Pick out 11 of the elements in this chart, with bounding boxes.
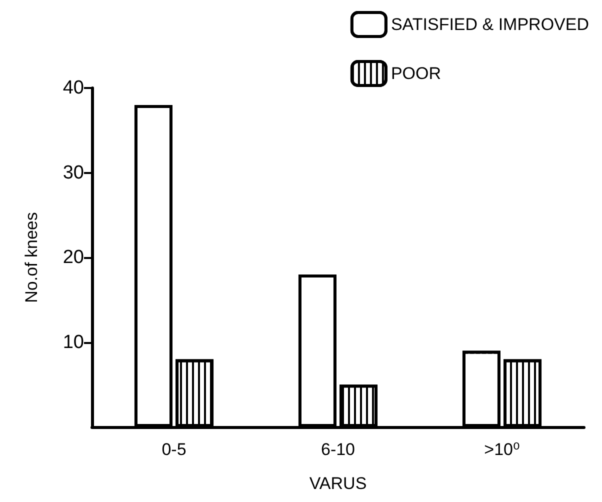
x-tick-label: 0-5: [162, 440, 186, 459]
legend-label: POOR: [390, 64, 442, 83]
x-axis-title: VARUS: [309, 474, 367, 493]
y-axis-title: No.of knees: [22, 212, 41, 303]
y-tick-label: 10: [62, 332, 84, 353]
x-tick-label: 6-10: [320, 440, 356, 459]
y-tick-label: 30: [62, 162, 84, 184]
x-tick-label: >10⁰: [484, 440, 520, 459]
y-tick-label: 20: [62, 247, 84, 268]
legend-label: SATISFIED & IMPROVED: [390, 15, 590, 34]
y-tick-label: 40: [62, 78, 84, 98]
